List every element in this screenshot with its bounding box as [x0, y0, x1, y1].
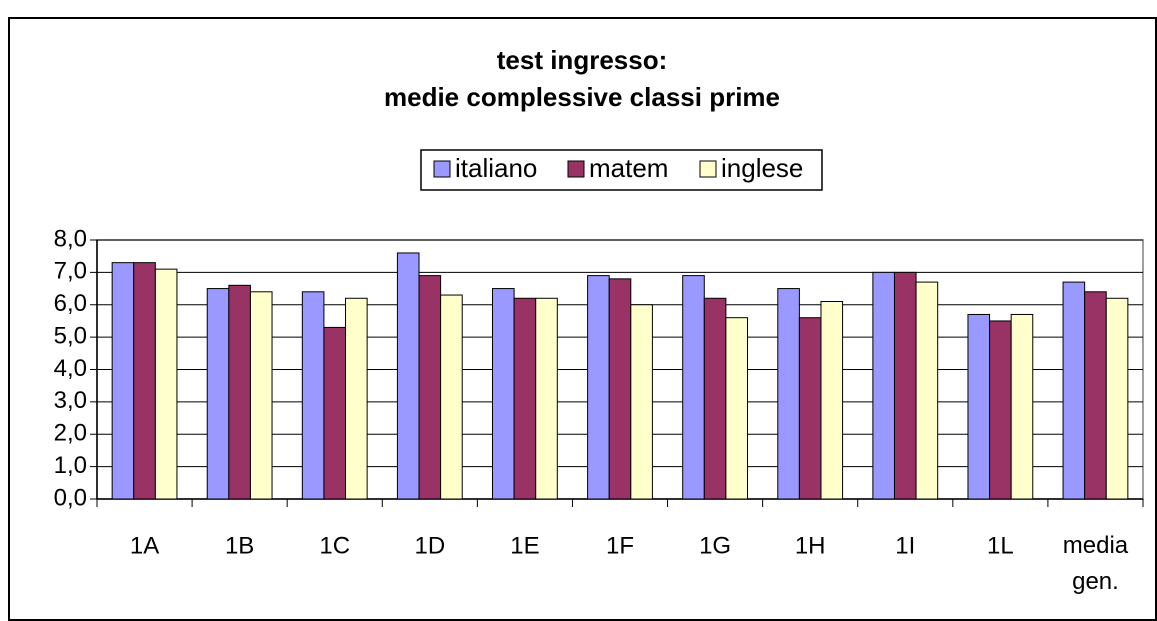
bar: [154, 268, 178, 500]
bar: [915, 281, 939, 500]
bar: [587, 275, 610, 500]
bar: [133, 262, 156, 500]
bar: [249, 291, 273, 500]
bar: [513, 297, 537, 500]
bar: [608, 278, 632, 500]
y-tick-label: 3,0: [54, 387, 87, 414]
bar: [989, 320, 1012, 500]
x-tick-label: 1D: [414, 532, 445, 559]
legend-swatch: [567, 160, 585, 178]
x-tick-label: 1C: [319, 532, 350, 559]
bar: [1010, 313, 1034, 500]
chart-title: test ingresso:: [497, 45, 668, 75]
bar: [440, 294, 463, 500]
y-tick-label: 2,0: [54, 420, 87, 447]
legend: [420, 149, 823, 191]
x-tick-label: 1A: [130, 532, 159, 559]
chart-title: medie complessive classi prime: [384, 82, 780, 112]
bar: [301, 291, 325, 500]
x-tick-label: 1B: [225, 532, 254, 559]
bar: [1084, 291, 1107, 500]
legend-label: matem: [589, 153, 668, 183]
bar: [1105, 297, 1129, 500]
x-tick-label: 1I: [895, 532, 915, 559]
legend-swatch: [433, 160, 451, 178]
bar: [725, 317, 748, 500]
x-tick-label: 1G: [699, 532, 731, 559]
bar: [345, 297, 368, 500]
bar: [492, 288, 515, 500]
bar: [323, 326, 347, 500]
x-tick-label: 1L: [987, 532, 1014, 559]
bar: [535, 297, 558, 500]
bar: [967, 313, 991, 500]
bar: [111, 262, 135, 500]
bar: [798, 317, 822, 500]
x-tick-label: media gen.: [1063, 532, 1129, 595]
bar: [893, 271, 917, 500]
x-tick-label: 1F: [606, 532, 634, 559]
bar: [206, 288, 230, 500]
y-tick-label: 7,0: [54, 258, 87, 285]
legend-label: inglese: [721, 153, 803, 183]
y-tick-label: 1,0: [54, 452, 87, 479]
bar: [872, 271, 895, 500]
y-tick-label: 6,0: [54, 290, 87, 317]
y-tick-label: 5,0: [54, 322, 87, 349]
legend-swatch: [699, 160, 717, 178]
bar: [777, 288, 800, 500]
bar: [682, 275, 705, 500]
bar: [820, 301, 844, 500]
x-tick-label: 1E: [510, 532, 539, 559]
y-tick-label: 0,0: [54, 484, 87, 511]
x-tick-label: 1H: [795, 532, 826, 559]
y-tick-label: 8,0: [54, 225, 87, 252]
bar: [1062, 281, 1086, 500]
bar: [396, 252, 420, 500]
bar: [703, 297, 727, 500]
y-tick-label: 4,0: [54, 355, 87, 382]
bar: [228, 284, 251, 500]
legend-label: italiano: [455, 153, 537, 183]
bar: [630, 304, 653, 500]
bar: [418, 275, 442, 500]
